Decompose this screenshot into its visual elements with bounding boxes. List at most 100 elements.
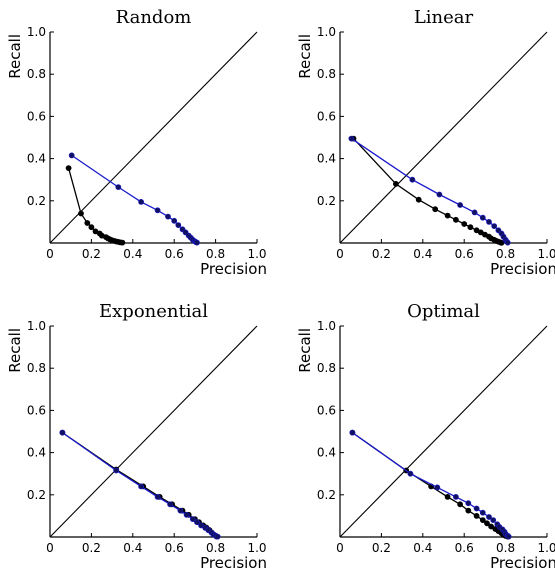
data-point (409, 176, 416, 183)
data-point (452, 493, 459, 500)
x-tick-label: 0.4 (413, 541, 432, 555)
y-tick-label: 0.8 (27, 67, 46, 81)
data-point (486, 514, 492, 520)
data-point (138, 198, 144, 205)
y-tick-label: 1.0 (27, 25, 46, 39)
data-point (214, 533, 221, 540)
x-tick-label: 1.0 (537, 247, 555, 261)
x-tick-label: 1.0 (247, 247, 266, 261)
data-point (65, 165, 72, 171)
diagonal-reference-line (49, 325, 258, 538)
chart-title: Exponential (99, 301, 208, 322)
data-point (415, 196, 422, 203)
y-axis-title: Recall (296, 328, 314, 373)
x-tick-label: 0.6 (165, 247, 184, 261)
data-point (189, 516, 196, 522)
x-tick-label: 0.4 (413, 247, 432, 261)
y-tick-label: 0.4 (317, 152, 336, 166)
data-point (486, 218, 492, 225)
x-tick-label: 0.2 (372, 247, 391, 261)
data-point (115, 184, 122, 190)
x-tick-label: 0.2 (82, 247, 101, 261)
x-tick-label: 0.4 (123, 541, 142, 555)
y-tick-label: 0.4 (27, 446, 46, 460)
y-axis-title: Recall (6, 328, 24, 373)
x-tick-label: 0 (46, 541, 54, 555)
x-axis-title: Precision (200, 260, 267, 278)
x-tick-label: 1.0 (247, 541, 266, 555)
y-tick-label: 0.6 (317, 403, 336, 417)
y-tick-label: 1.0 (317, 319, 336, 333)
x-tick-label: 0 (336, 541, 344, 555)
data-point (154, 493, 161, 500)
data-point (138, 483, 144, 490)
data-point (434, 484, 441, 491)
y-tick-label: 0.8 (27, 361, 46, 375)
data-point (444, 212, 451, 219)
x-tick-label: 0 (46, 247, 54, 261)
data-point (175, 222, 182, 228)
chart-panel-3: Exponential 0 0.2 0.4 0.6 0.8 1.0 0.2 0.4 0.6 0.8 1… (6, 301, 267, 572)
data-point (84, 220, 91, 226)
y-tick-label: 0.2 (27, 488, 46, 502)
x-tick-label: 1.0 (537, 541, 555, 555)
x-tick-label: 0.2 (82, 541, 101, 555)
data-point (479, 517, 486, 523)
data-point (491, 223, 498, 229)
data-point (479, 214, 486, 221)
x-tick-label: 0.6 (455, 247, 474, 261)
data-point (505, 533, 512, 540)
data-point (119, 239, 126, 246)
chart-title: Linear (414, 7, 474, 28)
x-tick-label: 0 (336, 247, 344, 261)
data-point (348, 135, 355, 142)
data-point (183, 511, 190, 518)
diagonal-reference-line (339, 31, 548, 244)
x-tick-label: 0.4 (123, 247, 142, 261)
data-point (444, 493, 451, 500)
series-line (351, 138, 509, 244)
x-tick-label: 0.8 (496, 541, 515, 555)
y-tick-label: 0.6 (27, 403, 46, 417)
series-2 (68, 152, 200, 246)
data-point (349, 429, 356, 436)
y-axis-title: Recall (296, 34, 314, 79)
y-tick-label: 1.0 (27, 319, 46, 333)
y-tick-label: 0.8 (317, 361, 336, 375)
y-tick-label: 0.4 (27, 152, 46, 166)
data-point (68, 152, 75, 159)
y-axis-title: Recall (6, 34, 24, 79)
diagonal-reference-line (49, 31, 258, 244)
x-axis-title: Precision (200, 554, 267, 572)
data-point (465, 507, 472, 514)
data-point (392, 180, 399, 187)
chart-title: Optimal (407, 301, 480, 322)
series-2 (348, 135, 511, 246)
data-point (471, 209, 478, 216)
data-point (165, 213, 171, 220)
data-point (457, 501, 463, 508)
data-point (490, 517, 497, 523)
data-point (467, 224, 474, 231)
diagonal-reference-line (339, 325, 548, 538)
x-axis-title: Precision (490, 260, 555, 278)
data-point (432, 206, 439, 213)
y-tick-label: 0.4 (317, 446, 336, 460)
y-tick-label: 0.8 (317, 67, 336, 81)
data-point (452, 216, 459, 223)
data-point (436, 191, 443, 198)
data-point (194, 239, 200, 246)
data-point (154, 207, 161, 214)
data-point (479, 509, 486, 516)
x-tick-label: 0.2 (372, 541, 391, 555)
y-tick-label: 0.6 (27, 109, 46, 123)
y-tick-label: 0.6 (317, 109, 336, 123)
data-point (457, 202, 463, 208)
data-point (167, 501, 173, 508)
series-1 (65, 165, 126, 246)
y-tick-label: 0.2 (317, 194, 336, 208)
